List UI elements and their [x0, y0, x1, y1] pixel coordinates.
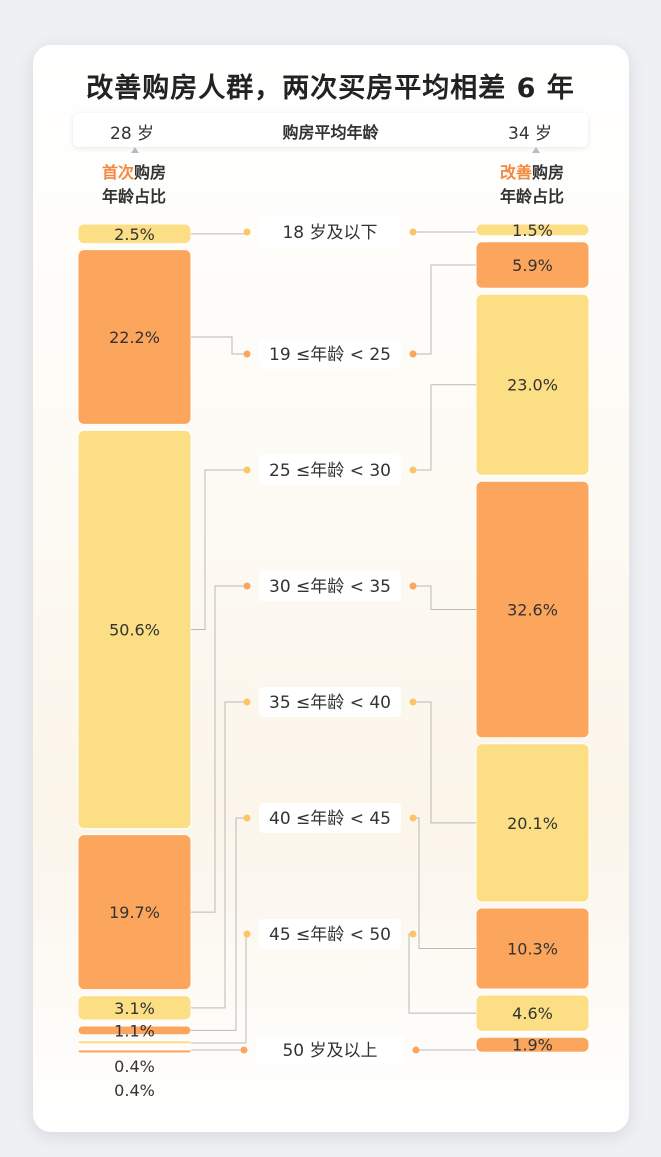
left-dot-4 [243, 582, 251, 590]
age-category-label-8: 50 岁及以上 [282, 1041, 377, 1061]
age-label-box-6 [259, 803, 401, 833]
right-connector-6 [411, 817, 476, 950]
left-connector-6 [191, 817, 249, 1031]
age-category-label-2: 19 ≤年龄 < 25 [269, 345, 391, 365]
age-category-label-1: 18 岁及以下 [282, 223, 377, 243]
right-dot-2 [409, 350, 417, 358]
age-label-box-4 [259, 571, 401, 601]
left-connector-3 [191, 469, 249, 630]
left-value-label-7: 0.4% [114, 1057, 155, 1076]
left-dot-6 [243, 814, 251, 822]
right-dot-3 [409, 466, 417, 474]
left-value-label-4: 19.7% [109, 903, 160, 922]
age-label-box-1 [259, 217, 401, 247]
left-header-accent: 首次 [101, 163, 134, 182]
left-dot-3 [243, 466, 251, 474]
improvement-purchase-average-age: 34 岁 [508, 124, 553, 144]
left-value-label-5: 3.1% [114, 999, 155, 1018]
age-label-box-3 [259, 455, 401, 485]
right-bar-1 [475, 223, 590, 237]
right-value-label-8: 1.9% [512, 1036, 553, 1055]
right-dot-5 [409, 698, 417, 706]
left-average-marker [131, 147, 139, 153]
age-label-box-5 [259, 687, 401, 717]
right-dot-4 [409, 582, 417, 590]
left-dot-2 [243, 350, 251, 358]
right-value-label-5: 20.1% [507, 814, 558, 833]
average-age-label: 购房平均年龄 [282, 123, 379, 142]
right-connector-4 [411, 585, 476, 611]
age-label-box-7 [259, 919, 401, 949]
age-category-label-4: 30 ≤年龄 < 35 [269, 577, 391, 597]
age-category-label-7: 45 ≤年龄 < 50 [269, 925, 391, 945]
left-connector-5 [191, 701, 249, 1009]
average-age-bar [73, 113, 588, 147]
right-header-rest: 购房 [532, 163, 565, 182]
age-category-label-5: 35 ≤年龄 < 40 [269, 693, 391, 713]
right-connector-3 [411, 384, 476, 471]
right-value-label-1: 1.5% [512, 221, 553, 240]
right-dot-8 [412, 1046, 420, 1054]
right-header-accent: 改善 [499, 163, 532, 182]
left-value-label-2: 22.2% [109, 328, 160, 347]
right-value-label-4: 32.6% [507, 601, 558, 620]
right-average-marker [532, 147, 540, 153]
age-category-label-6: 40 ≤年龄 < 45 [269, 809, 391, 829]
left-value-label-8: 0.4% [114, 1081, 155, 1100]
age-label-box-8 [256, 1035, 404, 1065]
left-value-label-3: 50.6% [109, 621, 160, 640]
left-value-label-6: 1.1% [114, 1021, 155, 1040]
left-dot-1 [243, 228, 251, 236]
right-value-label-2: 5.9% [512, 256, 553, 275]
chart-title: 改善购房人群，两次买房平均相差 6 年 [86, 73, 575, 104]
left-dot-5 [243, 698, 251, 706]
right-value-label-3: 23.0% [507, 376, 558, 395]
left-bar-7 [77, 1040, 192, 1045]
right-column-header: 改善购房 年龄占比 [476, 161, 588, 209]
age-category-label-3: 25 ≤年龄 < 30 [269, 461, 391, 481]
right-dot-6 [409, 814, 417, 822]
left-column-header: 首次购房 年龄占比 [78, 161, 190, 209]
left-connector-4 [191, 585, 249, 913]
right-connector-2 [411, 264, 476, 355]
right-header-line2: 年龄占比 [499, 187, 564, 206]
left-dot-7 [243, 930, 251, 938]
first-purchase-average-age: 28 岁 [110, 124, 155, 144]
right-bar-8 [475, 1036, 590, 1053]
left-bar-8 [77, 1049, 192, 1054]
left-dot-8 [240, 1046, 248, 1054]
right-value-label-7: 4.6% [512, 1004, 553, 1023]
left-value-label-1: 2.5% [114, 225, 155, 244]
left-connector-7 [191, 933, 249, 1044]
left-header-line2: 年龄占比 [101, 187, 166, 206]
right-dot-1 [409, 228, 417, 236]
left-header-rest: 购房 [134, 163, 167, 182]
right-value-label-6: 10.3% [507, 940, 558, 959]
right-connector-5 [411, 701, 476, 824]
right-dot-7 [409, 930, 417, 938]
left-connector-2 [191, 336, 249, 355]
age-label-box-2 [259, 339, 401, 369]
